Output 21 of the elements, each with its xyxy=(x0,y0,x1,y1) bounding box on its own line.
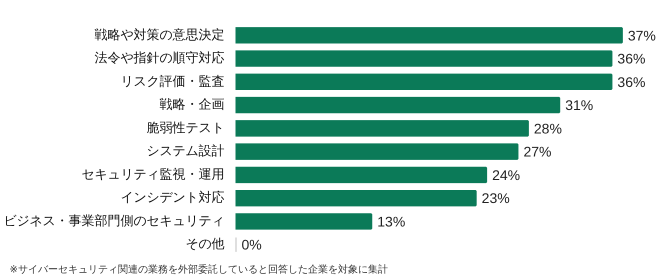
y-tick-label: 戦略や対策の意思決定 xyxy=(94,26,224,43)
y-tick-label: リスク評価・監査 xyxy=(120,74,224,90)
y-tick-label: 脆弱性テスト xyxy=(146,120,224,136)
data-label: 36% xyxy=(617,74,646,90)
y-tick-label: 法令や指針の順守対応 xyxy=(94,50,224,66)
data-label: 13% xyxy=(377,213,406,230)
y-tick-label: 戦略・企画 xyxy=(160,98,224,113)
data-label: 28% xyxy=(534,120,562,136)
data-label: 36% xyxy=(617,50,646,67)
data-label: 23% xyxy=(482,190,510,206)
y-tick-label: セキュリティ監視・運用 xyxy=(82,167,224,182)
y-tick-label: ビジネス・事業部門側のセキュリティ xyxy=(4,214,224,229)
y-tick-label: インシデント対応 xyxy=(120,190,224,206)
y-tick-label: システム設計 xyxy=(146,144,224,160)
data-label: 27% xyxy=(523,144,552,160)
data-label: 0% xyxy=(242,236,262,253)
text: ※サイバーセキュリティ関連の業務を外部委託していると回答した企業を対象に集計 xyxy=(10,264,388,276)
data-label: 31% xyxy=(565,97,594,114)
data-label: 24% xyxy=(492,166,520,183)
y-tick-label: その他 xyxy=(186,237,224,252)
data-label: 37% xyxy=(628,27,656,44)
